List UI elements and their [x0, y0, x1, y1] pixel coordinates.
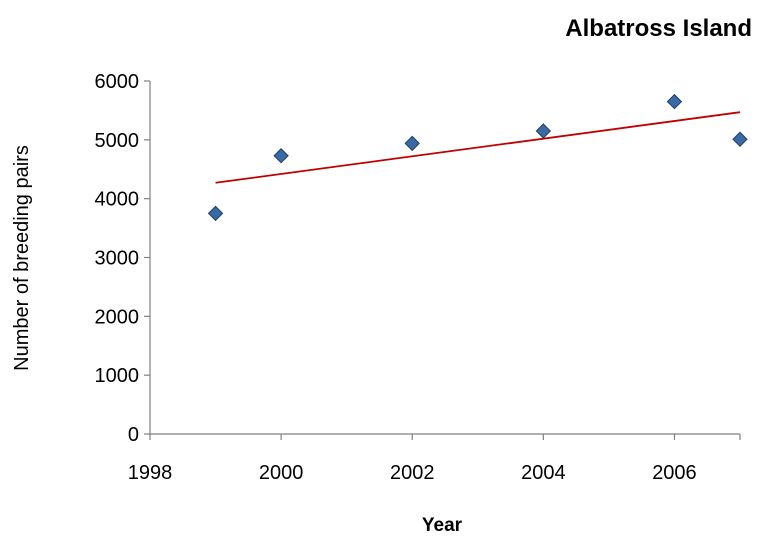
y-axis-label: Number of breeding pairs: [11, 145, 33, 371]
data-point-marker: [732, 131, 748, 147]
data-point-marker: [535, 123, 552, 139]
y-tick-label: 2000: [95, 306, 140, 328]
data-points: [207, 93, 748, 222]
y-tick-label: 0: [128, 424, 139, 446]
y-tick-label: 5000: [95, 130, 140, 152]
y-tick-label: 6000: [95, 71, 140, 93]
x-axis-label: Year: [422, 515, 463, 536]
data-point-marker: [666, 93, 683, 110]
data-point-marker: [273, 148, 289, 164]
trendline: [215, 111, 741, 184]
x-tick-label: 1998: [128, 462, 173, 484]
data-point-marker: [207, 205, 224, 222]
x-tick-label: 2004: [521, 462, 566, 484]
x-tick-label: 2002: [390, 462, 435, 484]
trendline-layer: [215, 111, 741, 184]
chart-title: Albatross Island: [565, 15, 752, 42]
axes: 0 1000 2000 3000 4000 5000 6000 1998 2000 2002 200…: [95, 71, 741, 484]
data-point-marker: [404, 135, 420, 152]
x-tick-label: 2006: [652, 462, 697, 484]
y-tick-label: 3000: [95, 248, 140, 270]
y-tick-label: 4000: [95, 189, 140, 211]
y-tick-label: 1000: [95, 365, 140, 387]
x-tick-label: 2000: [259, 462, 304, 484]
